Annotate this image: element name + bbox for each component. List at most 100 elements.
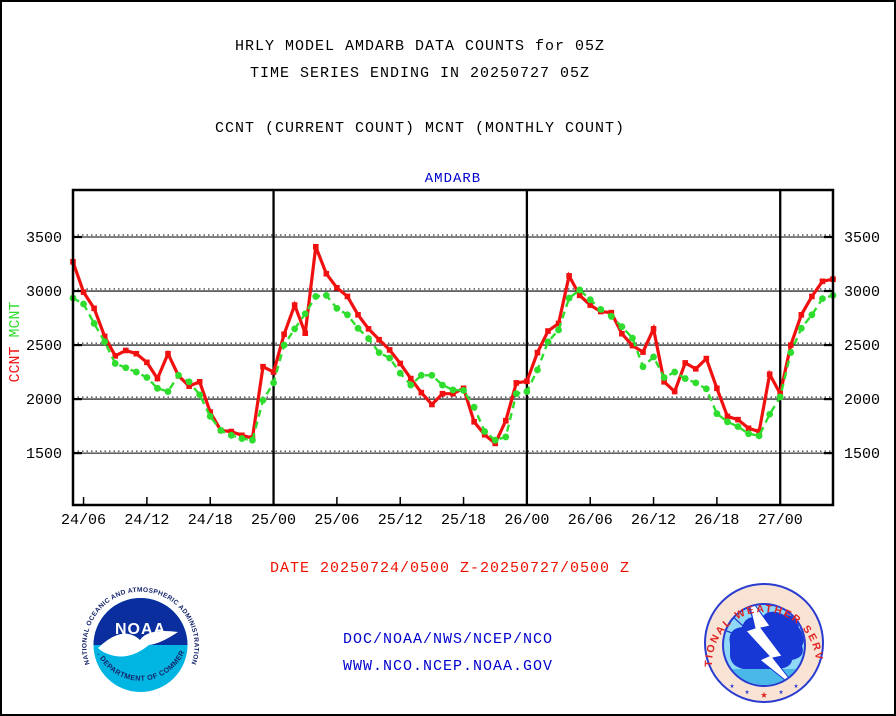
data-point [80,289,87,295]
data-point [745,430,752,438]
nws-star-icon: ★ [794,682,799,691]
data-point [555,320,562,327]
mcnt-series [69,286,837,444]
data-point [629,342,636,349]
data-point [80,300,87,308]
data-point [809,293,815,300]
page-title-line2: TIME SERIES ENDING IN 20250727 05Z [249,65,591,82]
data-point [502,433,510,441]
data-point [154,375,161,382]
data-point [344,311,351,319]
page-title-line1: HRLY MODEL AMDARB DATA COUNTS for 05Z [234,38,606,55]
data-point [439,381,446,389]
data-point [407,381,415,389]
noaa-wordmark: NOAA [115,621,166,638]
nws-star-icon: ★ [779,688,784,697]
data-point [132,368,140,376]
data-point [819,278,826,285]
data-point [375,349,383,357]
data-point [175,371,182,379]
data-point [608,309,615,316]
x-tick-label: 25/18 [441,512,486,529]
y-tick-label-right: 2000 [844,392,880,409]
data-point [449,386,457,394]
y-tick-label-left: 3000 [26,284,62,301]
data-point [354,324,362,332]
data-point [544,338,552,346]
data-point [418,389,425,396]
nws-star-icon-red: ★ [760,688,767,702]
data-point [491,436,499,444]
data-point [344,293,351,300]
data-point [334,284,340,291]
url-link[interactable]: WWW.NCO.NCEP.NOAA.GOV [342,658,554,675]
x-tick-label: 24/18 [188,512,233,529]
data-point [312,293,320,300]
data-point [227,431,235,439]
data-point [365,326,372,332]
data-point [671,388,678,395]
data-point [396,369,404,377]
data-point [217,427,225,434]
data-point [186,383,192,389]
data-point [91,305,97,312]
data-point [534,349,541,356]
data-point [260,363,266,370]
data-point [122,364,130,372]
data-point [787,349,795,357]
x-tick-label: 26/18 [694,512,739,529]
data-point [566,273,572,279]
y-tick-label-left: 1500 [26,446,62,463]
x-tick-label: 27/00 [758,512,803,529]
data-point [386,354,394,362]
data-point [671,368,679,376]
data-point [756,428,762,435]
data-point [196,391,204,399]
data-point [439,390,446,397]
data-point [143,374,151,381]
data-point [301,310,309,318]
data-point [660,374,668,381]
chart-title: AMDARB [424,171,482,187]
data-point [576,292,583,299]
data-point [450,390,456,397]
data-point [745,425,752,432]
data-point [291,325,299,333]
data-point [112,353,119,359]
data-point [692,366,699,372]
data-point [280,341,288,349]
data-point [661,379,667,385]
data-point [524,378,530,385]
data-point [429,401,435,408]
data-point [798,312,805,318]
y-tick-label-right: 3500 [844,230,880,247]
data-point [259,396,267,404]
data-point [270,379,277,387]
data-point [787,342,794,348]
data-point [471,418,477,425]
data-point [196,379,203,385]
data-point [270,369,277,375]
noaa-logo: NOAA NATIONAL OCEANIC AND ATMOSPHERIC AD… [78,582,199,692]
data-point [111,360,119,367]
noaa-seagull-icon [98,631,178,657]
data-point [365,335,372,342]
data-point [502,417,509,424]
data-point [650,326,657,332]
nws-lightning-icon [745,605,801,685]
data-point [629,334,636,342]
data-point [692,379,700,387]
x-tick-label: 24/06 [61,512,106,529]
data-point [639,363,647,371]
y-tick-label-left: 2500 [26,338,62,355]
data-point [682,360,689,366]
nws-star-icon: ★ [745,688,750,697]
data-point [618,323,626,331]
data-point [819,295,826,303]
data-point [512,390,520,398]
data-point [681,375,689,382]
org-link[interactable]: DOC/NOAA/NWS/NCEP/NCO [342,631,554,648]
data-point [228,428,235,435]
